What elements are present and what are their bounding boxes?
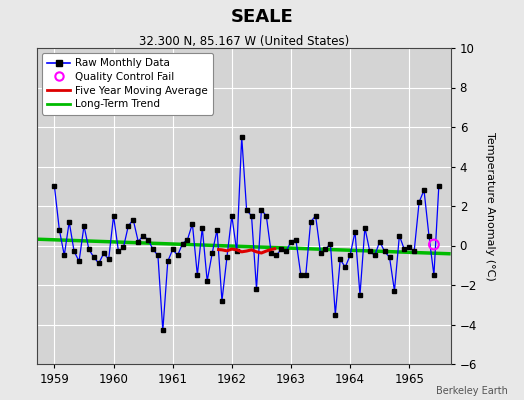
Legend: Raw Monthly Data, Quality Control Fail, Five Year Moving Average, Long-Term Tren: Raw Monthly Data, Quality Control Fail, … — [42, 53, 213, 114]
Point — [430, 241, 438, 248]
Title: 32.300 N, 85.167 W (United States): 32.300 N, 85.167 W (United States) — [138, 35, 349, 48]
Text: SEALE: SEALE — [231, 8, 293, 26]
Text: Berkeley Earth: Berkeley Earth — [436, 386, 508, 396]
Y-axis label: Temperature Anomaly (°C): Temperature Anomaly (°C) — [485, 132, 495, 280]
